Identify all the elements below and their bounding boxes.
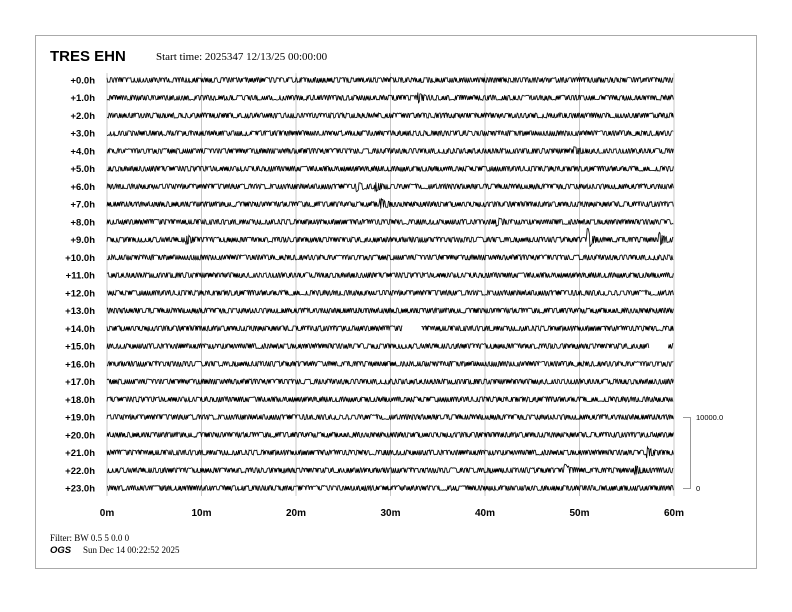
x-tick-label: 30m bbox=[380, 508, 400, 519]
traces bbox=[106, 76, 674, 492]
row-label: +16.0h bbox=[65, 359, 95, 370]
row-label: +22.0h bbox=[65, 466, 95, 477]
trace-row bbox=[106, 342, 674, 350]
row-label: +4.0h bbox=[70, 146, 95, 157]
row-label: +9.0h bbox=[70, 235, 95, 246]
figure-border bbox=[35, 35, 757, 569]
x-tick-label: 60m bbox=[664, 508, 684, 519]
row-label: +14.0h bbox=[65, 324, 95, 335]
x-tick-labels: 0m 10m 20m 30m 40m 50m 60m bbox=[100, 508, 684, 519]
row-label: +17.0h bbox=[65, 377, 95, 388]
row-label: +10.0h bbox=[65, 253, 95, 264]
row-label: +1.0h bbox=[70, 93, 95, 104]
row-label: +23.0h bbox=[65, 484, 95, 495]
grid-lines bbox=[106, 73, 675, 496]
row-label: +3.0h bbox=[70, 129, 95, 140]
trace-row bbox=[106, 378, 674, 385]
row-label: +6.0h bbox=[70, 182, 95, 193]
row-label: +18.0h bbox=[65, 395, 95, 406]
row-label: +7.0h bbox=[70, 200, 95, 211]
scale-bar-top-label: 10000.0 bbox=[696, 413, 723, 422]
org-label: OGS bbox=[50, 545, 72, 556]
row-label: +8.0h bbox=[70, 217, 95, 228]
start-time: Start time: 2025347 12/13/25 00:00:00 bbox=[156, 51, 328, 63]
trace-row bbox=[106, 360, 674, 368]
trace-row bbox=[106, 395, 674, 403]
station-title: TRES EHN bbox=[50, 48, 126, 65]
row-label: +12.0h bbox=[65, 288, 95, 299]
trace-row bbox=[106, 289, 674, 297]
row-label: +20.0h bbox=[65, 430, 95, 441]
trace-row bbox=[106, 217, 674, 228]
filter-label: Filter: BW 0.5 5 0.0 0 bbox=[50, 533, 130, 543]
scale-bar-bottom-label: 0 bbox=[696, 484, 700, 493]
trace-row bbox=[106, 431, 674, 439]
x-tick-label: 20m bbox=[286, 508, 306, 519]
trace-row bbox=[106, 146, 674, 155]
trace-row bbox=[106, 307, 674, 314]
trace-row bbox=[106, 463, 674, 476]
row-label: +19.0h bbox=[65, 413, 95, 424]
trace-row bbox=[106, 92, 674, 104]
trace-row bbox=[106, 165, 674, 173]
trace-row bbox=[106, 324, 674, 332]
trace-row bbox=[106, 271, 674, 279]
generated-time: Sun Dec 14 00:22:52 2025 bbox=[83, 545, 180, 555]
trace-row bbox=[106, 112, 674, 119]
row-labels: +0.0h +1.0h +2.0h +3.0h +4.0h +5.0h +6.0h +7.0h… bbox=[65, 76, 95, 495]
trace-row bbox=[106, 227, 674, 247]
trace-row bbox=[106, 484, 674, 492]
trace-row bbox=[106, 197, 674, 209]
trace-row bbox=[106, 253, 674, 261]
row-label: +5.0h bbox=[70, 164, 95, 175]
trace-row bbox=[107, 129, 674, 137]
row-label: +15.0h bbox=[65, 342, 95, 353]
row-label: +11.0h bbox=[66, 271, 96, 282]
x-tick-label: 40m bbox=[475, 508, 495, 519]
x-tick-label: 10m bbox=[191, 508, 211, 519]
trace-row bbox=[106, 182, 674, 193]
x-tick-label: 50m bbox=[569, 508, 589, 519]
scale-bar: 10000.0 0 bbox=[683, 413, 723, 493]
trace-row bbox=[106, 76, 674, 84]
row-label: +13.0h bbox=[65, 306, 95, 317]
row-label: +21.0h bbox=[65, 448, 95, 459]
trace-row bbox=[106, 445, 674, 459]
row-label: +2.0h bbox=[70, 111, 95, 122]
row-label: +0.0h bbox=[70, 76, 95, 87]
trace-row bbox=[106, 413, 674, 421]
scale-bar-line bbox=[683, 417, 691, 489]
x-tick-label: 0m bbox=[100, 508, 115, 519]
